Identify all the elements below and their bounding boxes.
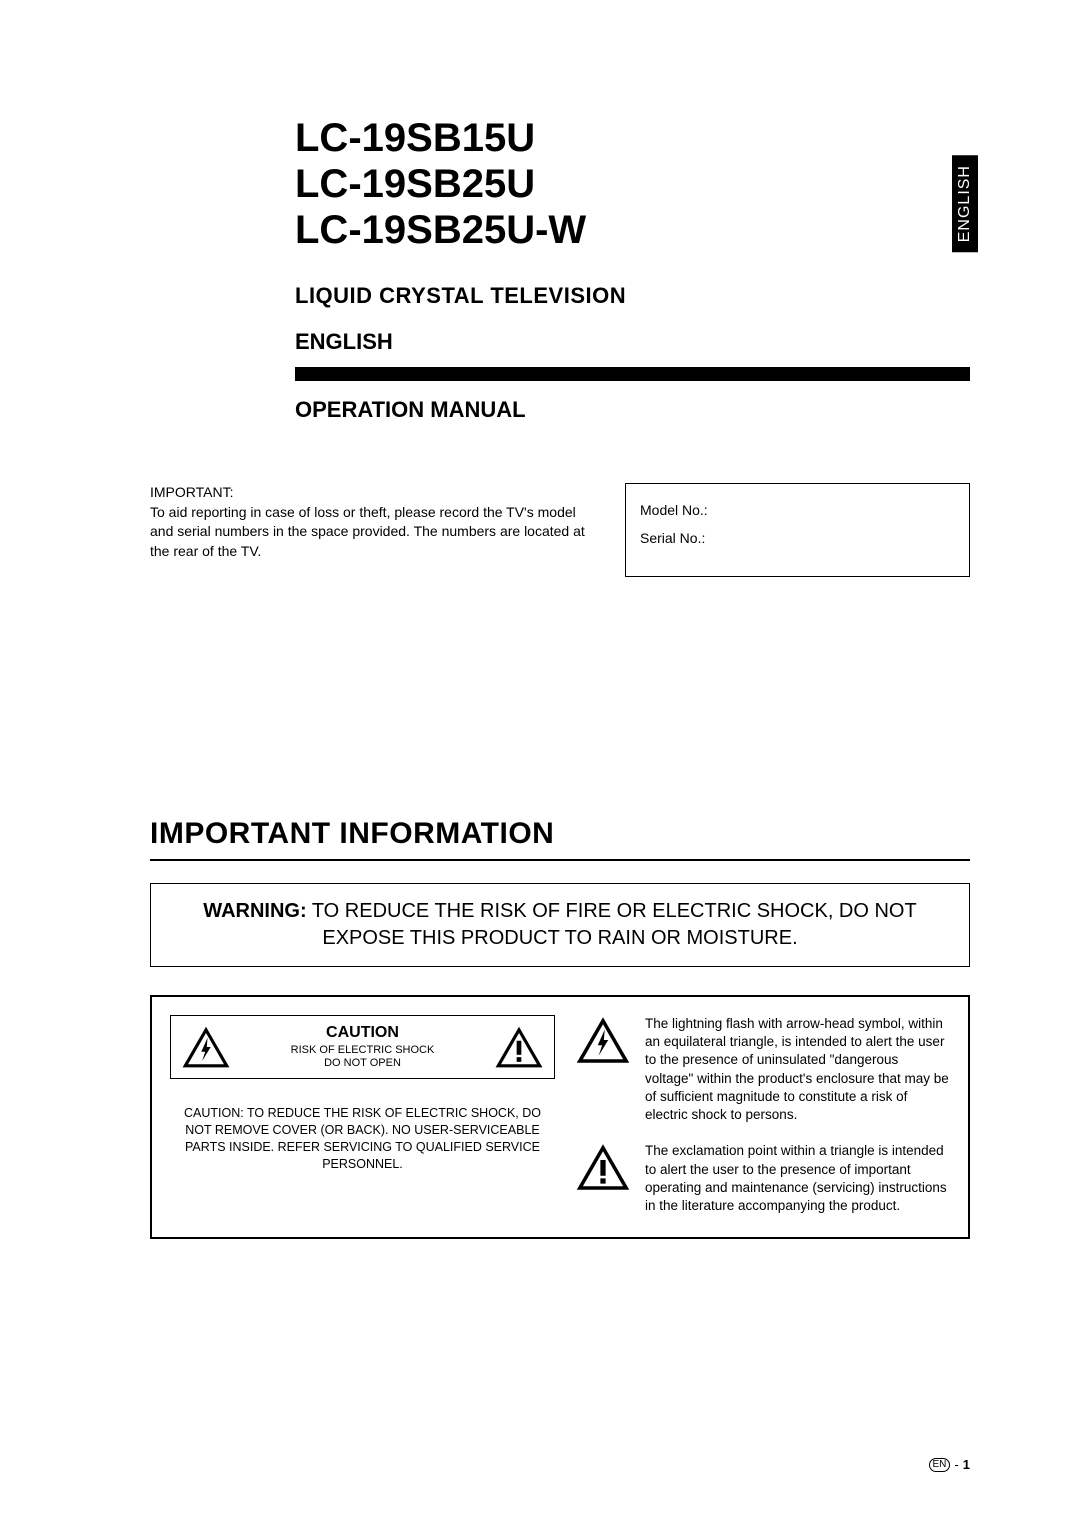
lang-code-badge: EN [929, 1458, 951, 1472]
lightning-triangle-icon [181, 1025, 231, 1069]
product-type: LIQUID CRYSTAL TELEVISION [295, 283, 970, 309]
model-numbers: LC-19SB15U LC-19SB25U LC-19SB25U-W [295, 115, 970, 253]
model-line: LC-19SB25U-W [295, 207, 970, 253]
page-number-value: 1 [963, 1457, 970, 1472]
warning-label: WARNING: [203, 900, 306, 922]
lightning-triangle-icon [575, 1015, 631, 1065]
caution-left: CAUTION RISK OF ELECTRIC SHOCK DO NOT OP… [170, 1015, 555, 1215]
exclamation-triangle-icon [494, 1025, 544, 1069]
page-number: EN - 1 [929, 1457, 970, 1472]
model-line: LC-19SB15U [295, 115, 970, 161]
bolt-explanation-row: The lightning flash with arrow-head symb… [575, 1015, 950, 1124]
section-heading: Important Information [150, 817, 970, 851]
caution-panel: CAUTION RISK OF ELECTRIC SHOCK DO NOT OP… [150, 995, 970, 1239]
document-title: OPERATION MANUAL [295, 397, 970, 423]
exclaim-explanation-row: The exclamation point within a triangle … [575, 1142, 950, 1215]
exclaim-explanation-text: The exclamation point within a triangle … [645, 1142, 950, 1215]
caution-label: CAUTION [241, 1024, 484, 1042]
warning-text: TO REDUCE THE RISK OF FIRE OR ELECTRIC S… [307, 900, 917, 949]
caution-sub2: DO NOT OPEN [241, 1057, 484, 1070]
serial-no-label: Serial No.: [640, 524, 955, 552]
caution-symbol-box: CAUTION RISK OF ELECTRIC SHOCK DO NOT OP… [170, 1015, 555, 1079]
model-no-label: Model No.: [640, 496, 955, 524]
warning-box: WARNING: TO REDUCE THE RISK OF FIRE OR E… [150, 883, 970, 967]
important-note: IMPORTANT: To aid reporting in case of l… [150, 483, 595, 577]
language-tab: ENGLISH [952, 155, 978, 252]
caution-sub1: RISK OF ELECTRIC SHOCK [241, 1044, 484, 1057]
important-label: IMPORTANT: [150, 483, 595, 503]
heading-rule [150, 859, 970, 861]
record-box: Model No.: Serial No.: [625, 483, 970, 577]
important-text: To aid reporting in case of loss or thef… [150, 504, 585, 559]
manual-page: ENGLISH LC-19SB15U LC-19SB25U LC-19SB25U… [0, 0, 1080, 1528]
caution-body-text: CAUTION: TO REDUCE THE RISK OF ELECTRIC … [170, 1105, 555, 1173]
language-heading: ENGLISH [295, 329, 970, 355]
divider-bar [295, 367, 970, 381]
exclamation-triangle-icon [575, 1142, 631, 1192]
bolt-explanation-text: The lightning flash with arrow-head symb… [645, 1015, 950, 1124]
record-section: IMPORTANT: To aid reporting in case of l… [150, 483, 970, 577]
model-line: LC-19SB25U [295, 161, 970, 207]
caution-right: The lightning flash with arrow-head symb… [575, 1015, 950, 1215]
page-sep: - [954, 1457, 958, 1472]
